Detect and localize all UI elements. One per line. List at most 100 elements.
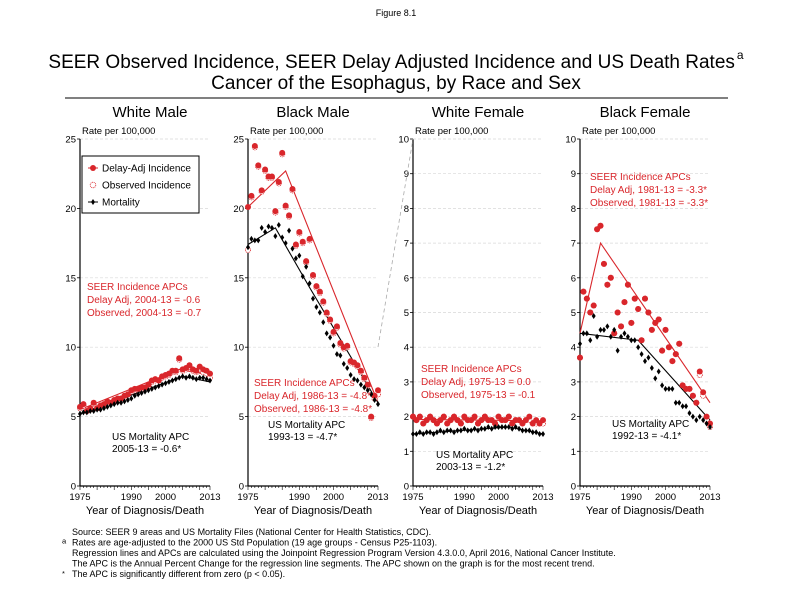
mortality-point	[537, 430, 542, 437]
mortality-point	[591, 312, 596, 319]
y-axis-label: Rate per 100,000	[82, 126, 155, 137]
mortality-point	[636, 344, 641, 351]
mortality-apc-annotation: 2005-13 = -0.6*	[112, 444, 181, 455]
chart-title-line1: SEER Observed Incidence, SEER Delay Adju…	[48, 48, 744, 73]
y-tick-label: 10	[398, 135, 409, 146]
delay-adj-incidence-point	[689, 392, 696, 399]
mortality-point	[321, 319, 326, 326]
y-tick-label: 6	[571, 273, 576, 284]
delay-adj-incidence-point	[310, 272, 316, 279]
delay-adj-incidence-point	[357, 367, 364, 374]
mortality-point	[166, 378, 171, 385]
mortality-point	[530, 429, 535, 436]
y-tick-label: 8	[571, 204, 576, 215]
mortality-point	[276, 222, 281, 229]
mortality-apc-annotation: US Mortality APC	[112, 432, 189, 443]
mortality-point	[684, 403, 689, 410]
mortality-point	[119, 399, 124, 406]
mortality-point	[317, 309, 322, 316]
delay-adj-incidence-point	[580, 288, 587, 295]
delay-adj-incidence-point	[611, 330, 618, 337]
mortality-point	[666, 385, 671, 392]
mortality-point	[673, 399, 678, 406]
x-tick-label: 1975	[569, 492, 590, 503]
mortality-point	[194, 376, 199, 383]
x-axis-label: Year of Diagnosis/Death	[86, 505, 204, 517]
delay-adj-incidence-point	[155, 377, 162, 384]
y-tick-label: 7	[404, 239, 409, 250]
y-tick-label: 5	[239, 412, 244, 423]
mortality-point	[208, 377, 212, 384]
mortality-point	[266, 223, 271, 230]
delay-adj-incidence-point	[696, 368, 703, 375]
panel-title: White Male	[112, 104, 187, 121]
x-axis-label: Year of Diagnosis/Death	[254, 505, 372, 517]
delay-adj-incidence-point	[707, 420, 713, 427]
mortality-point	[177, 374, 182, 381]
mortality-point	[428, 429, 433, 436]
mortality-point	[376, 401, 380, 408]
delay-adj-incidence-point	[655, 316, 662, 323]
footnote-text: The APC is significantly different from …	[72, 569, 285, 579]
delay-adj-incidence-point	[255, 162, 262, 169]
mortality-point	[482, 425, 487, 432]
mortality-point	[184, 374, 189, 381]
panel-title: Black Female	[600, 104, 691, 121]
mortality-point	[98, 406, 103, 413]
incidence-apc-annotation: Delay Adj, 1975-13 = 0.0	[421, 377, 531, 388]
mortality-point	[358, 381, 363, 388]
x-tick-label: 2013	[699, 492, 720, 503]
delay-adj-incidence-point	[172, 367, 179, 374]
mortality-point	[663, 385, 668, 392]
mortality-point	[448, 427, 453, 434]
mortality-apc-annotation: US Mortality APC	[436, 450, 513, 461]
mortality-point	[246, 244, 250, 251]
mortality-point	[348, 371, 353, 378]
delay-adj-incidence-point	[693, 399, 700, 406]
delay-adj-incidence-point	[145, 381, 152, 388]
y-tick-label: 10	[233, 343, 244, 354]
mortality-point	[458, 427, 463, 434]
delay-adj-incidence-point	[361, 374, 368, 381]
mortality-point	[677, 399, 682, 406]
mortality-point	[411, 430, 415, 437]
mortality-point	[146, 387, 151, 394]
mortality-point	[314, 303, 319, 310]
y-tick-label: 4	[571, 343, 576, 354]
incidence-apc-annotation: Delay Adj, 2004-13 = -0.6	[87, 295, 201, 306]
delay-adj-incidence-point	[364, 381, 371, 388]
footnote-text: Source: SEER 9 areas and US Mortality Fi…	[72, 527, 431, 537]
mortality-point	[249, 235, 254, 242]
y-tick-label: 15	[65, 273, 76, 284]
y-tick-label: 25	[65, 135, 76, 146]
mortality-point	[149, 385, 154, 392]
delay-adj-incidence-point	[583, 295, 590, 302]
mortality-point	[362, 384, 367, 391]
delay-adj-incidence-point	[251, 142, 258, 149]
mortality-point	[632, 337, 637, 344]
x-tick-label: 1975	[237, 492, 258, 503]
delay-adj-incidence-point	[604, 281, 611, 288]
delay-adj-incidence-point	[375, 387, 381, 394]
y-tick-label: 2	[404, 412, 409, 423]
mortality-point	[680, 403, 685, 410]
mortality-point	[153, 384, 158, 391]
mortality-point	[269, 224, 274, 231]
delay-adj-incidence-point	[631, 295, 638, 302]
mortality-point	[414, 430, 419, 437]
x-tick-label: 1975	[402, 492, 423, 503]
mortality-point	[697, 413, 702, 420]
mortality-point	[687, 410, 692, 417]
mortality-point	[201, 374, 206, 381]
mortality-point	[328, 334, 333, 341]
mortality-point	[629, 337, 634, 344]
mortality-apc-annotation: 1993-13 = -4.7*	[268, 432, 337, 443]
y-tick-label: 9	[404, 169, 409, 180]
mortality-point	[91, 408, 96, 415]
incidence-apc-annotation: Observed, 1975-13 = -0.1	[421, 390, 536, 401]
mortality-point	[656, 368, 661, 375]
delay-adj-incidence-point	[327, 316, 334, 323]
mortality-point	[112, 401, 117, 408]
x-tick-label: 2000	[155, 492, 176, 503]
mortality-point	[510, 425, 515, 432]
